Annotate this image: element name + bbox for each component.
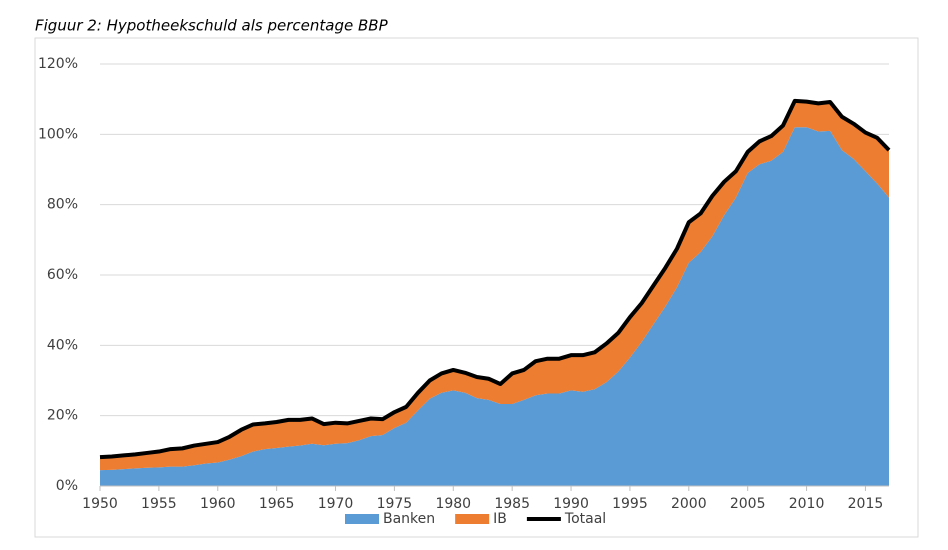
area: [100, 100, 889, 471]
y-tick-label: 120%: [38, 56, 78, 72]
x-tick-label: 1980: [435, 496, 471, 512]
x-tick-label: 1955: [141, 496, 177, 512]
y-tick-label: 40%: [47, 337, 78, 353]
x-tick-label: 1985: [494, 496, 530, 512]
x-tick-label: 2000: [671, 496, 707, 512]
x-tick-label: 1965: [259, 496, 295, 512]
y-tick-label: 60%: [47, 267, 78, 283]
area: [100, 127, 889, 487]
y-tick-label: 20%: [47, 408, 78, 424]
legend-swatch: [455, 514, 490, 524]
x-tick-label: 1995: [612, 496, 648, 512]
y-tick-label: 0%: [56, 478, 78, 494]
x-tick-label: 1970: [318, 496, 354, 512]
x-tick-label: 1960: [200, 496, 236, 512]
legend-label: Banken: [383, 511, 435, 527]
chart-title: Figuur 2: Hypotheekschuld als percentage…: [35, 17, 389, 35]
legend-label: IB: [493, 511, 507, 527]
x-tick-label: 2015: [848, 496, 884, 512]
legend-swatch: [345, 514, 379, 524]
x-tick-label: 1950: [82, 496, 118, 512]
legend-label: Totaal: [564, 511, 606, 527]
x-tick-label: 1990: [553, 496, 589, 512]
x-tick-label: 2005: [730, 496, 766, 512]
y-tick-label: 80%: [47, 197, 78, 213]
x-tick-label: 2010: [789, 496, 825, 512]
y-tick-label: 100%: [38, 126, 78, 142]
line: [99, 98, 891, 460]
x-tick-label: 1975: [377, 496, 413, 512]
